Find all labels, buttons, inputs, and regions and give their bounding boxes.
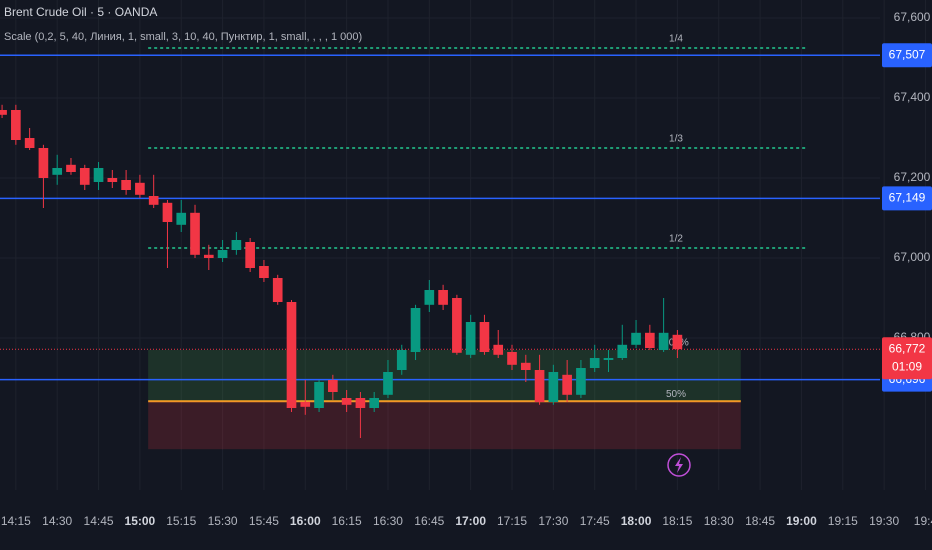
y-tick-label: 67,600 — [894, 10, 931, 24]
price-box — [882, 43, 932, 68]
candle-body — [286, 302, 297, 408]
candle-body — [38, 148, 49, 178]
price-box — [882, 186, 932, 211]
candle-body — [369, 398, 380, 408]
candle-body — [176, 212, 187, 225]
x-tick-label: 17:00 — [455, 514, 486, 528]
candle-body — [576, 368, 586, 395]
last-price-label: 66,772 — [889, 341, 926, 355]
candle-body — [520, 362, 531, 370]
x-tick-label: 19:4 — [914, 514, 932, 528]
candle-body — [383, 372, 393, 395]
candle-body — [66, 164, 76, 172]
plot: 100%50%1/41/31/2 — [0, 34, 880, 450]
y-tick-label: 67,200 — [894, 170, 931, 184]
candle-body — [148, 196, 159, 205]
candle-body — [507, 352, 517, 365]
x-tick-label: 14:30 — [42, 514, 72, 528]
candle-body — [11, 110, 21, 140]
x-tick-label: 14:45 — [84, 514, 114, 528]
candle-body — [300, 402, 311, 407]
candle-body — [245, 242, 255, 268]
candle-body — [438, 290, 448, 305]
candle-body — [617, 344, 628, 358]
x-tick-label: 15:45 — [249, 514, 279, 528]
alert-icon[interactable] — [667, 453, 691, 477]
zone — [148, 350, 741, 402]
x-tick-label: 17:30 — [538, 514, 568, 528]
x-tick-label: 16:45 — [414, 514, 444, 528]
candle-body — [631, 332, 641, 345]
candle-body — [272, 278, 283, 302]
candle-body — [52, 168, 63, 175]
x-tick-label: 14:15 — [1, 514, 31, 528]
candle-body — [79, 168, 90, 185]
y-tick-label: 67,400 — [894, 90, 931, 104]
candle-body — [314, 382, 324, 408]
candle-body — [135, 182, 145, 195]
candle-body — [548, 372, 559, 402]
indicator-label: Scale (0,2, 5, 40, Линия, 1, small, 3, 1… — [4, 31, 362, 43]
x-tick-label: 19:00 — [786, 514, 817, 528]
x-tick-label: 18:45 — [745, 514, 775, 528]
x-tick-label: 19:15 — [828, 514, 858, 528]
symbol-title: Brent Crude Oil · 5 · OANDA — [4, 5, 157, 19]
candle-body — [493, 344, 504, 355]
level-label: 1/4 — [669, 34, 683, 45]
y-tick-label: 67,000 — [894, 250, 931, 264]
candle-body — [645, 332, 655, 348]
candle-body — [0, 110, 7, 115]
x-tick-label: 17:15 — [497, 514, 527, 528]
price-box-label: 67,507 — [889, 47, 926, 61]
candle-body — [672, 334, 683, 350]
candle-body — [231, 240, 242, 250]
x-tick-label: 15:15 — [166, 514, 196, 528]
candle-body — [217, 250, 228, 258]
x-tick-label: 16:30 — [373, 514, 403, 528]
x-tick-label: 18:30 — [704, 514, 734, 528]
x-tick-label: 15:00 — [125, 514, 156, 528]
x-tick-label: 18:00 — [621, 514, 652, 528]
candle-body — [603, 358, 614, 360]
price-box-label: 67,149 — [889, 191, 926, 205]
candle-body — [203, 254, 214, 258]
candle-body — [341, 398, 352, 405]
x-tick-label: 16:00 — [290, 514, 321, 528]
countdown-label: 01:09 — [892, 359, 922, 373]
candle-body — [93, 168, 104, 182]
candle-body — [452, 298, 462, 353]
x-tick-label: 19:30 — [869, 514, 899, 528]
candle-body — [190, 212, 200, 255]
candle-body — [259, 266, 269, 278]
level-label: 1/3 — [669, 134, 683, 145]
level-label: 1/2 — [669, 234, 683, 245]
candle-body — [424, 290, 435, 305]
x-tick-label: 17:45 — [580, 514, 610, 528]
x-tick-label: 18:15 — [662, 514, 692, 528]
candle-body — [534, 370, 545, 402]
candle-body — [396, 350, 407, 370]
last-price-box — [882, 337, 932, 380]
candle-body — [479, 322, 490, 352]
candle-body — [121, 180, 131, 190]
candle-body — [107, 178, 118, 182]
candle-body — [658, 332, 669, 350]
zone — [148, 401, 741, 450]
candle-body — [24, 138, 35, 148]
candle-body — [589, 358, 600, 368]
candle-body — [328, 380, 338, 392]
candle-body — [410, 308, 421, 352]
candle-body — [562, 374, 572, 395]
zone-label: 50% — [666, 389, 686, 400]
x-tick-label: 16:15 — [332, 514, 362, 528]
candle-body — [162, 202, 173, 222]
candle-body — [355, 398, 366, 408]
x-tick-label: 15:30 — [208, 514, 238, 528]
candle-body — [465, 322, 476, 355]
